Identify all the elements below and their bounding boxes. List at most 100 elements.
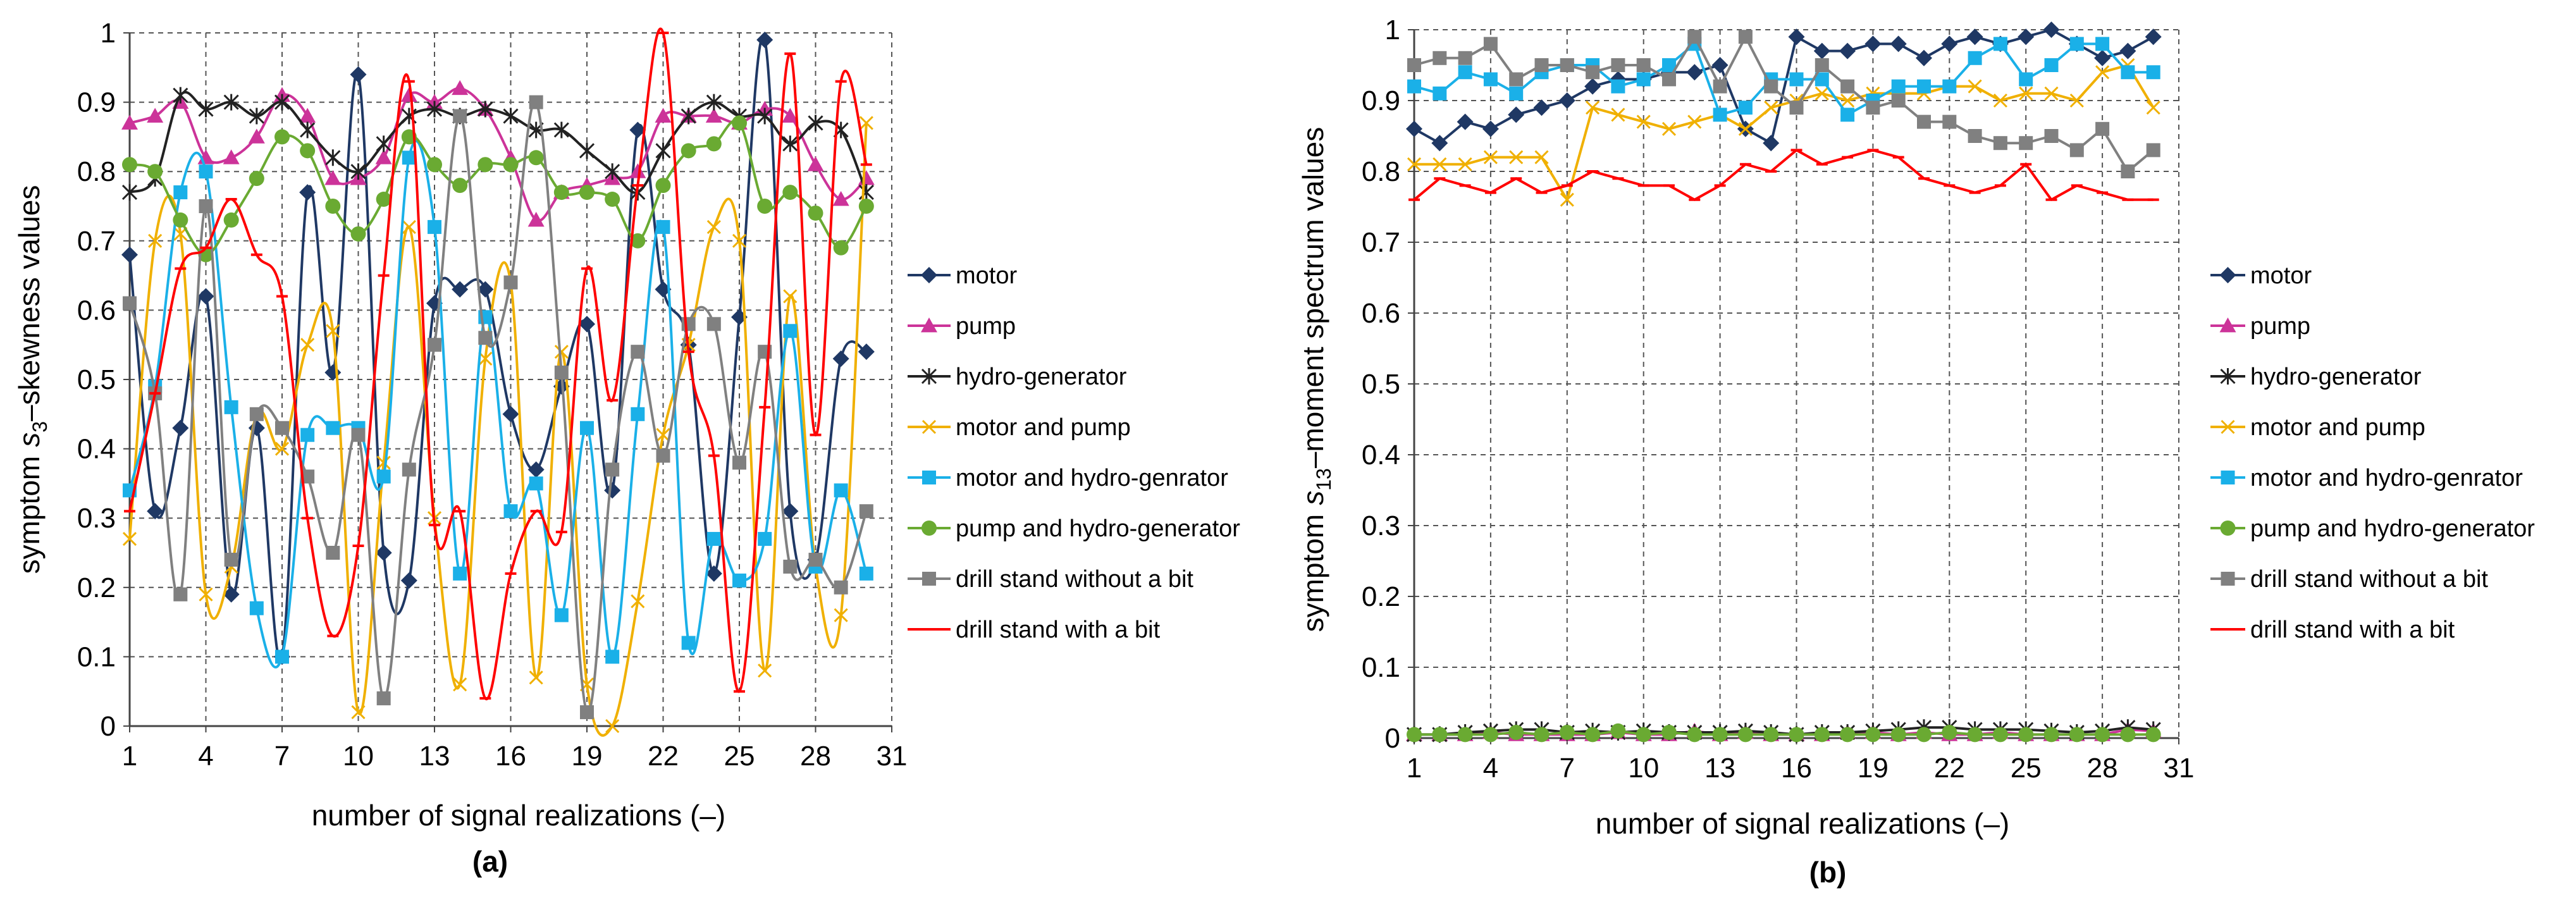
data-point	[580, 421, 594, 435]
data-point	[452, 178, 468, 194]
data-point	[1686, 64, 1703, 81]
chart-panel-b: 0 0.1 0.2 0.3 0.4 0.5 0.6 0.7 0.8 0.9 1 1 4 7 10 13 16 19…	[1297, 15, 2535, 889]
data-point	[1483, 72, 1498, 87]
legend-label: motor and pump	[2250, 414, 2425, 441]
data-point	[1968, 129, 1982, 143]
legend-marker	[2219, 267, 2236, 283]
data-point	[605, 462, 620, 477]
data-point	[326, 324, 340, 338]
x-tick-label: 25	[724, 741, 755, 772]
legend-marker	[922, 572, 936, 586]
data-point	[1916, 727, 1932, 743]
series-drill-stand-with-a-bit	[124, 27, 872, 701]
data-point	[783, 324, 798, 338]
data-point	[376, 135, 391, 152]
data-point	[1558, 92, 1575, 109]
data-point	[478, 157, 493, 173]
data-point	[502, 405, 519, 422]
data-point	[832, 191, 849, 206]
y-label-prefix: symptom	[1297, 514, 1329, 632]
data-point	[223, 212, 239, 228]
x-tick-label: 10	[1628, 753, 1659, 784]
data-point	[325, 149, 341, 166]
data-point	[2121, 164, 2135, 178]
data-point	[858, 184, 874, 201]
y-tick-label: 0.3	[1362, 510, 1400, 541]
data-point	[2018, 28, 2035, 46]
data-point	[858, 199, 874, 214]
data-point	[1433, 86, 1447, 101]
y-label-prefix: symptom	[13, 456, 46, 574]
data-point	[275, 650, 289, 664]
y-axis-label: symptom s3–skewness values	[13, 185, 51, 574]
data-point	[2145, 727, 2161, 743]
data-point	[1942, 79, 1957, 94]
y-tick-label: 0	[101, 711, 116, 742]
data-point	[681, 143, 696, 159]
data-point	[199, 199, 213, 213]
data-point	[579, 142, 595, 159]
data-point	[400, 572, 417, 589]
data-point	[325, 199, 341, 214]
x-tick-label: 4	[1483, 753, 1498, 784]
y-tick-label: 0.6	[1362, 298, 1400, 329]
data-point	[1533, 99, 1550, 116]
series-drill-stand-without-a-bit	[1407, 30, 2160, 178]
data-point	[1738, 30, 1753, 44]
data-point	[631, 594, 645, 608]
legend-label: motor and hydro-genrator	[956, 465, 1228, 491]
data-point	[1993, 37, 2007, 51]
data-point	[1509, 86, 1524, 101]
data-point	[1993, 136, 2007, 151]
data-point	[402, 462, 416, 477]
data-point	[1584, 78, 1601, 95]
data-point	[1891, 79, 1906, 94]
data-point	[1712, 727, 1728, 743]
data-point	[605, 163, 620, 180]
data-point	[1763, 135, 1780, 152]
y-tick-label: 0.8	[1362, 156, 1400, 187]
data-point	[553, 121, 569, 139]
data-point	[1560, 192, 1574, 207]
data-point	[299, 184, 316, 201]
data-point	[757, 108, 773, 125]
series-motor-and-hydro-genrator	[1407, 37, 2160, 122]
x-tick-label: 13	[419, 741, 450, 772]
data-point	[783, 559, 798, 574]
data-point	[503, 157, 519, 173]
y-label-subscript: 13	[1312, 468, 1335, 491]
data-point	[428, 219, 441, 234]
data-point	[1764, 101, 1778, 115]
data-point	[248, 128, 265, 144]
x-axis-label: number of signal realizations (–)	[1596, 807, 2010, 840]
data-point	[123, 296, 137, 311]
y-tick-label: 0.2	[77, 572, 116, 603]
data-point	[630, 233, 646, 249]
data-point	[324, 364, 342, 381]
data-point	[579, 316, 595, 333]
data-point	[173, 587, 188, 601]
y-tick-label: 0.8	[77, 156, 116, 187]
data-point	[528, 150, 544, 166]
data-point	[400, 87, 417, 102]
data-point	[1890, 35, 1907, 52]
y-tick-label: 0.9	[77, 87, 116, 118]
data-point	[706, 532, 721, 546]
data-point	[834, 483, 848, 498]
data-point	[2019, 86, 2033, 101]
data-point	[122, 157, 137, 173]
data-point	[2120, 727, 2136, 743]
gridlines	[130, 32, 892, 726]
data-point	[300, 338, 315, 352]
data-point	[2145, 28, 2162, 46]
data-point	[859, 566, 873, 581]
data-point	[1737, 727, 1753, 743]
data-point	[2069, 727, 2085, 743]
data-point	[249, 171, 264, 187]
data-point	[1840, 108, 1855, 122]
data-point	[2095, 727, 2111, 743]
data-point	[453, 109, 467, 123]
legend-label: pump	[956, 313, 1016, 340]
data-point	[2044, 129, 2059, 143]
legend-marker	[2220, 368, 2236, 385]
